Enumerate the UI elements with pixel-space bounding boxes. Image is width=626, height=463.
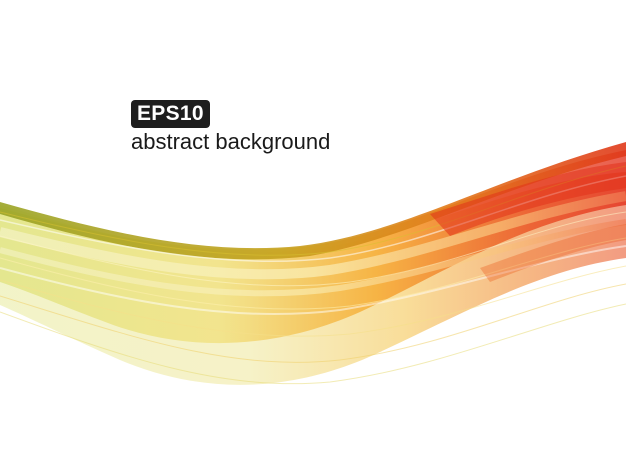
subtitle-text: abstract background bbox=[131, 129, 331, 154]
eps10-badge: EPS10 bbox=[131, 100, 210, 128]
